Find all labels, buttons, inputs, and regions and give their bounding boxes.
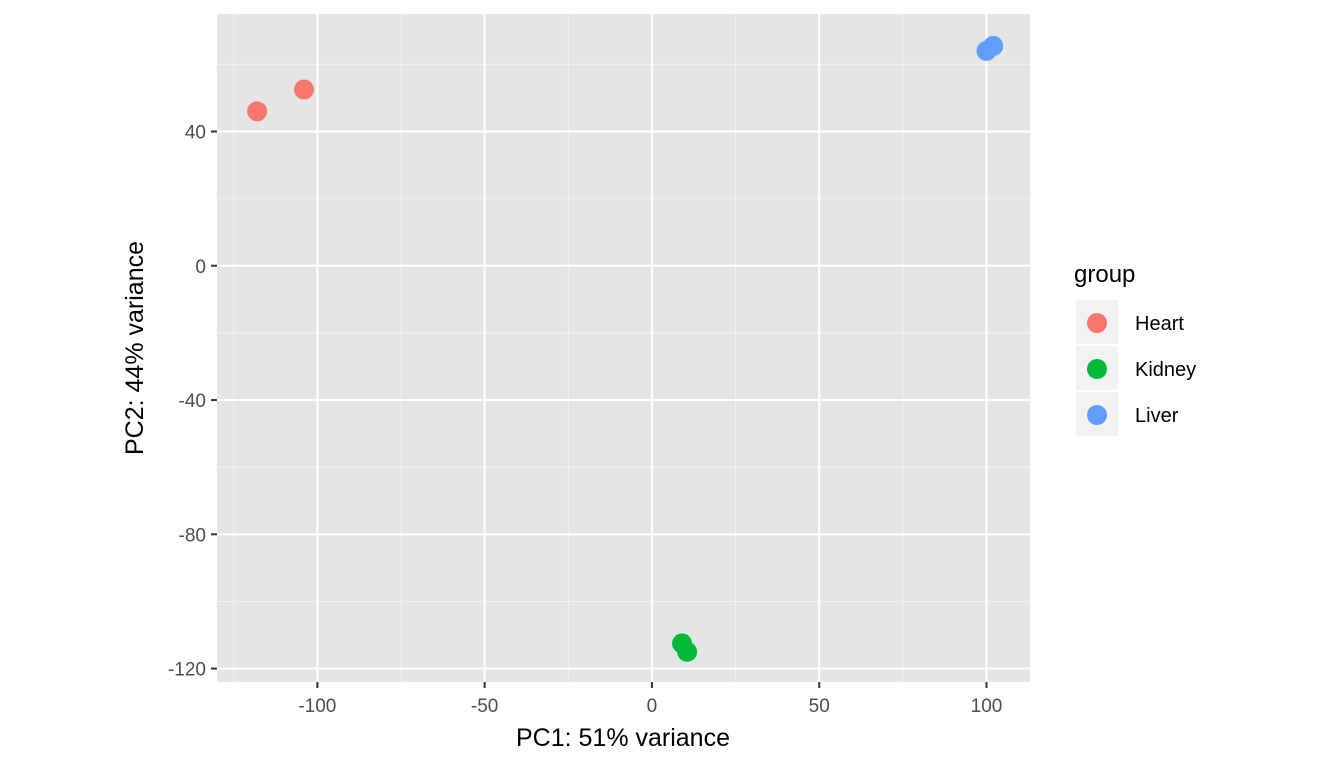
y-tick-label: -80 — [179, 525, 206, 546]
minor-gridlines — [217, 14, 1030, 682]
legend: group Heart Kidney Liver — [1074, 261, 1196, 436]
y-tick-label: -120 — [168, 660, 206, 681]
legend-title: group — [1074, 261, 1135, 288]
x-axis-title: PC1: 51% variance — [516, 724, 730, 752]
legend-label-heart: Heart — [1135, 313, 1184, 335]
x-tick-label: 50 — [809, 696, 830, 717]
legend-label-kidney: Kidney — [1135, 359, 1196, 381]
legend-items: Heart Kidney Liver — [1076, 300, 1196, 436]
point-heart — [293, 79, 314, 100]
x-tick-label: 100 — [971, 696, 1003, 717]
x-tick-label: 0 — [647, 696, 658, 717]
y-tick-label: 40 — [185, 122, 206, 143]
x-tick-label: -100 — [298, 696, 336, 717]
point-kidney — [677, 641, 698, 662]
legend-marker-kidney — [1087, 359, 1107, 379]
x-axis-tick-labels: -100 -50 0 50 100 — [298, 696, 1002, 717]
legend-marker-liver — [1087, 405, 1107, 425]
y-tick-label: 0 — [195, 257, 206, 278]
axis-ticks — [211, 130, 988, 688]
point-heart — [247, 101, 268, 122]
major-gridlines — [217, 14, 1030, 682]
legend-label-liver: Liver — [1135, 405, 1179, 427]
legend-marker-heart — [1087, 313, 1107, 333]
y-axis-title: PC2: 44% variance — [121, 241, 149, 455]
data-points — [247, 35, 1004, 662]
point-liver — [983, 35, 1004, 56]
y-tick-label: -40 — [179, 391, 206, 412]
plot-panel — [217, 14, 1030, 682]
y-axis-tick-labels: -120 -80 -40 0 40 — [168, 122, 206, 680]
x-tick-label: -50 — [471, 696, 498, 717]
